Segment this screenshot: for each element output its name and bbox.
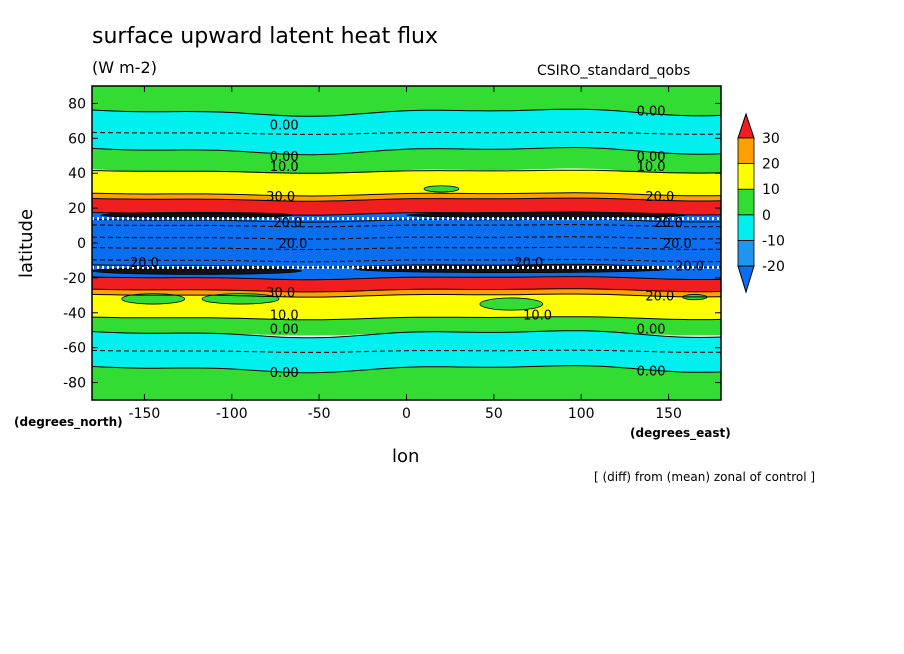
band-9: [92, 276, 721, 292]
y-tick-label-0: -80: [63, 376, 86, 392]
blob-0: [121, 293, 186, 305]
contour-label-13: 20.0: [514, 256, 543, 271]
contour-label-20: 0.00: [637, 322, 666, 337]
contour-label-3: 0.00: [637, 150, 666, 165]
y-tick-label-6: 40: [68, 166, 86, 182]
dashed-contour-0: [91, 224, 722, 228]
band-13: [92, 330, 721, 373]
x-tick-label-0: -150: [129, 406, 161, 422]
contour-label-17: 10.0: [270, 309, 299, 324]
colorbar-segment-1: [737, 214, 755, 241]
colorbar-label-4: 20: [762, 157, 780, 173]
x-tick-label-2: -50: [308, 406, 331, 422]
y-tick-label-3: -20: [63, 271, 86, 287]
colorbar-bottom-arrow: [737, 265, 755, 294]
band-3: [92, 170, 721, 196]
contour-label-2: 0.00: [270, 150, 299, 165]
colorbar-segment-4: [737, 137, 755, 165]
contour-label-7: 20.0: [645, 190, 674, 205]
x-units-label: (degrees_east): [630, 426, 731, 440]
contour-lines: [91, 108, 722, 374]
blob-2: [479, 297, 544, 311]
contour-line-6: [91, 218, 722, 223]
contour-line-1: [91, 146, 722, 156]
colorbar-label-2: 0: [762, 208, 771, 224]
units-label: (W m-2): [92, 58, 157, 77]
y-tick-label-2: -40: [63, 306, 86, 322]
x-tick-label-3: 0: [402, 406, 411, 422]
band-1: [92, 109, 721, 155]
colorbar-label-0: -20: [762, 259, 785, 275]
plot-blobs: [91, 185, 708, 311]
blob-8: [406, 211, 687, 219]
colorbar-label-1: -10: [762, 233, 785, 249]
contour-label-12: 20.0: [130, 256, 159, 271]
contour-label-22: 0.00: [637, 364, 666, 379]
contour-line-0: [91, 108, 722, 117]
contour-label-9: 20.0: [654, 216, 683, 231]
model-label: CSIRO_standard_qobs: [537, 63, 691, 79]
contour-label-15: 30.0: [266, 286, 295, 301]
blob-6: [353, 265, 669, 274]
dashed-contour-3: [91, 259, 722, 263]
y-tick-label-1: -60: [63, 341, 86, 357]
colorbar-segment-2: [737, 188, 755, 216]
colorbar: -20 -10 0 10 20 30: [737, 112, 785, 294]
x-tick-label-1: -100: [216, 406, 248, 422]
x-tick-label-5: 100: [568, 406, 595, 422]
blob-3: [423, 185, 460, 193]
dashed-contour-1: [91, 236, 722, 240]
contour-line-8: [91, 276, 722, 281]
contour-label-1: 0.00: [637, 104, 666, 119]
contour-line-3: [91, 192, 722, 197]
contour-label-0: 0.00: [270, 118, 299, 133]
axes: -150 -100 -50 0 50 100 150 -80 -60 -40 -20 0 20 40 60 8…: [63, 85, 722, 422]
contour-label-18: 10.0: [523, 309, 552, 324]
contour-label-19: 0.00: [270, 322, 299, 337]
contour-label-16: 20.0: [645, 289, 674, 304]
contour-line-9: [91, 288, 722, 293]
contour-line-4: [91, 197, 722, 202]
band-7: [92, 219, 721, 268]
chart-title: surface upward latent heat flux: [92, 24, 439, 49]
band-2: [92, 147, 721, 176]
band-5: [92, 198, 721, 216]
x-tick-label-4: 50: [485, 406, 503, 422]
contour-label-10: 20.0: [278, 237, 307, 252]
x-axis-label: lon: [392, 446, 420, 467]
footnote: [ (diff) from (mean) zonal of control ]: [594, 470, 816, 484]
contour-line-12: [91, 330, 722, 339]
band-11: [92, 294, 721, 320]
contour-line-7: [91, 263, 722, 268]
contour-label-4: 10.0: [270, 160, 299, 175]
y-tick-label-5: 20: [68, 201, 86, 217]
y-tick-label-4: 0: [77, 236, 86, 252]
y-tick-label-7: 60: [68, 131, 86, 147]
band-14: [92, 365, 721, 400]
colorbar-top-arrow: [737, 112, 755, 139]
dashed-contour-4: [91, 131, 722, 135]
colorbar-label-5: 30: [762, 131, 780, 147]
contour-label-14: 20.0: [675, 260, 704, 275]
dashed-contour-2: [91, 246, 721, 250]
contour-label-5: 10.0: [637, 160, 666, 175]
y-tick-label-8: 80: [68, 96, 86, 112]
contour-line-13: [91, 365, 722, 374]
colorbar-segment-3: [737, 163, 755, 190]
colorbar-segment-0: [737, 239, 755, 267]
contour-label-6: 30.0: [266, 190, 295, 205]
dashed-contour-5: [91, 349, 722, 353]
contour-label-8: 20.0: [273, 216, 302, 231]
contour-line-2: [91, 169, 722, 174]
contour-line-11: [91, 316, 722, 321]
contour-line-5: [91, 211, 722, 216]
colorbar-label-3: 10: [762, 182, 780, 198]
contour-label-21: 0.00: [270, 366, 299, 381]
y-units-label: (degrees_north): [14, 415, 123, 429]
x-tick-label-6: 150: [655, 406, 682, 422]
contour-label-11: 20.0: [663, 237, 692, 252]
contour-line-10: [91, 293, 722, 298]
